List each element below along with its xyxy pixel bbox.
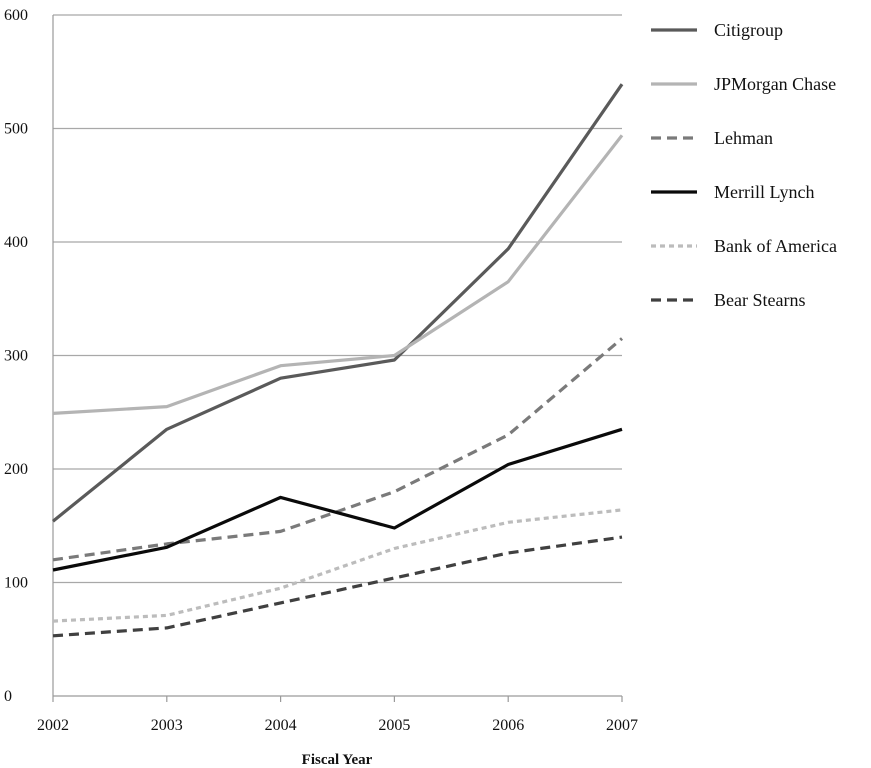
x-tick-label: 2003	[151, 717, 183, 734]
x-tick-label: 2006	[492, 717, 524, 734]
y-tick-labels: 0 100 200 300 400 500 600	[4, 7, 28, 705]
legend-label: Bear Stearns	[714, 290, 805, 310]
series-line	[52, 134, 624, 415]
series-line	[52, 337, 624, 562]
x-tick-label: 2002	[37, 717, 69, 734]
legend-label: JPMorgan Chase	[714, 74, 836, 94]
x-tick-labels: 2002 2003 2004 2005 2006 2007	[37, 717, 638, 734]
y-tick-label: 200	[4, 461, 28, 478]
y-tick-label: 500	[4, 121, 28, 138]
x-tick-label: 2004	[265, 717, 297, 734]
x-tick-label: 2007	[606, 717, 638, 734]
legend-label: Bank of America	[714, 236, 837, 256]
y-tick-label: 100	[4, 575, 28, 592]
series-line	[52, 427, 623, 572]
series-lines	[51, 83, 624, 638]
series-line	[51, 83, 624, 523]
legend: Citigroup JPMorgan Chase Lehman Merrill Lyn…	[651, 20, 837, 310]
y-tick-label: 400	[4, 234, 28, 251]
series-line	[52, 508, 623, 623]
legend-label: Lehman	[714, 128, 773, 148]
y-tick-label: 300	[4, 348, 28, 365]
grid-lines	[53, 14, 622, 584]
legend-label: Citigroup	[714, 20, 783, 40]
y-tick-label: 0	[4, 688, 12, 705]
x-tick-label: 2005	[378, 717, 410, 734]
axes	[52, 15, 623, 702]
y-tick-label: 600	[4, 7, 28, 24]
series-line	[52, 535, 623, 638]
x-axis-title: Fiscal Year	[302, 752, 373, 768]
legend-label: Merrill Lynch	[714, 182, 814, 202]
